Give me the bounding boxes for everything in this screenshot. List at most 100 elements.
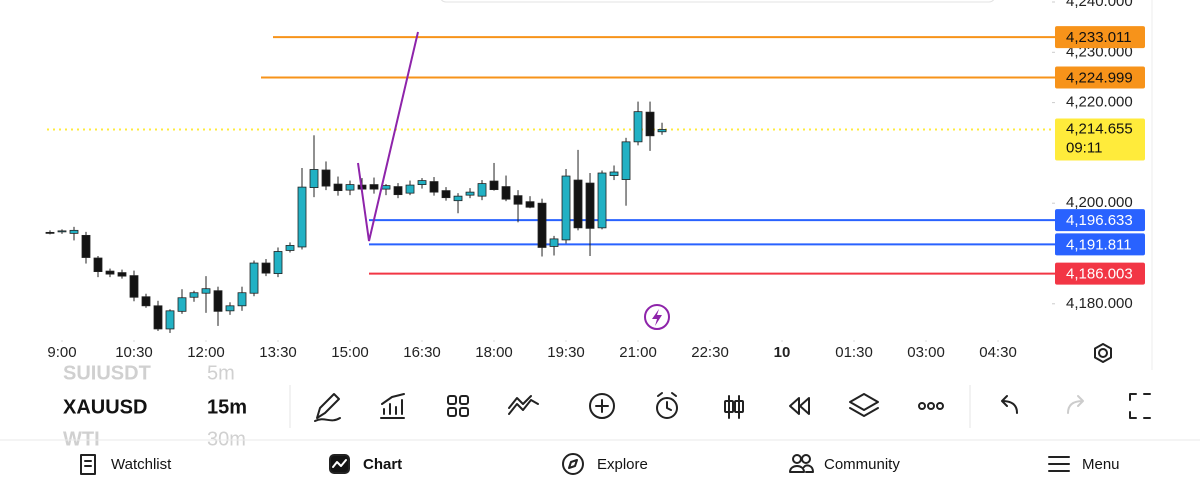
candle-body [141,296,151,307]
candle-body [213,290,223,312]
nav-label[interactable]: Watchlist [111,456,172,473]
explore-icon [562,453,584,475]
redo[interactable] [1067,395,1084,414]
candle-body [657,129,667,133]
candle-body [609,171,619,176]
candle-body [477,183,487,197]
interval: 15m [207,396,247,418]
candle-body [417,180,427,185]
candle-body [597,172,607,229]
y-tick-label: 4,220.000 [1066,94,1133,111]
x-tick-label: 21:00 [619,344,657,361]
candle-body [537,202,547,248]
layouts[interactable] [447,395,457,405]
candle-body [117,272,127,277]
symbol: WTI [63,428,100,450]
candle-body [165,310,175,330]
y-tick-label: 4,180.000 [1066,295,1133,312]
chart: 4,240.0004,230.0004,220.0004,200.0004,18… [45,0,1145,361]
candle-body [549,238,559,247]
candle-body [489,180,499,191]
more[interactable] [918,402,926,410]
drawing-line[interactable] [357,31,419,242]
x-tick-label: 16:30 [403,344,441,361]
interval: 5m [207,362,235,384]
price-label: 4,233.011 [1066,29,1132,46]
candle-body [465,191,475,196]
candle-body [261,262,271,274]
compare[interactable] [508,395,539,415]
price-label: 4,186.003 [1066,266,1133,283]
menu-icon [1048,456,1070,472]
current-price-box [1055,118,1145,161]
current-price-label: 4,214.655 [1066,120,1133,137]
candle-body [321,169,331,187]
x-tick-label: 04:30 [979,344,1017,361]
candle-body [129,275,139,298]
indicators[interactable] [380,393,405,419]
nav-label[interactable]: Chart [363,456,402,473]
fullscreen[interactable] [1129,393,1151,419]
candle-body [501,186,511,200]
candle-body [645,111,655,137]
candle-body [57,230,67,233]
candle-body [297,186,307,248]
add[interactable] [589,393,615,419]
candle-body [45,231,55,234]
nav-label[interactable]: Explore [597,456,648,473]
y-tick-label: 4,200.000 [1066,194,1133,211]
candle-body [177,297,187,312]
candle-body [189,292,199,298]
symbol-picker[interactable]: SUIUSDT 5m XAUUSD 15m WTI 30m [63,362,247,450]
candle-body [633,111,643,143]
nav-label[interactable]: Menu [1082,456,1120,473]
candle-body [513,195,523,205]
candle-body [585,182,595,229]
toolbar-icons [314,392,1151,422]
candle-body [393,186,403,196]
alert-icon[interactable] [644,304,670,330]
price-label-box [1055,26,1145,49]
replay[interactable] [789,397,810,415]
price-label: 4,191.811 [1066,236,1132,253]
candle-body [93,257,103,272]
candle-body [273,251,283,275]
candle-body [309,169,319,189]
layers[interactable] [849,393,879,417]
candle-body [153,305,163,330]
draw-tool[interactable] [314,393,341,422]
countdown: 09:11 [1066,139,1102,156]
candle-body [369,184,379,190]
watchlist-icon [80,454,96,475]
price-label-box [1055,66,1145,89]
x-tick-label: 15:00 [331,344,369,361]
candle-body [249,262,259,294]
candle-body [381,185,391,190]
undo[interactable] [1001,395,1018,414]
price-label-box [1055,209,1145,232]
candle-body [237,292,247,307]
price-label: 4,196.633 [1066,212,1133,229]
settings-icon[interactable] [1094,343,1112,363]
x-tick-label: 22:30 [691,344,729,361]
candle-body [429,181,439,193]
candle-body [69,229,79,234]
candle-body [573,179,583,229]
nav-label[interactable]: Community [824,456,900,473]
x-tick-label: 10 [774,344,791,361]
price-label: 4,224.999 [1066,69,1133,86]
y-tick-label: 4,240.000 [1066,0,1133,10]
candle-body [201,288,211,294]
alert[interactable] [656,397,678,419]
chart-type[interactable] [728,395,740,419]
x-tick-label: 01:30 [835,344,873,361]
candle-body [525,201,535,208]
x-tick-label: 10:30 [115,344,153,361]
candle-body [441,190,451,199]
x-tick-label: 9:00 [47,344,76,361]
candle-body [333,183,343,192]
candle-body [105,270,115,275]
symbol: SUIUSDT [63,362,151,384]
